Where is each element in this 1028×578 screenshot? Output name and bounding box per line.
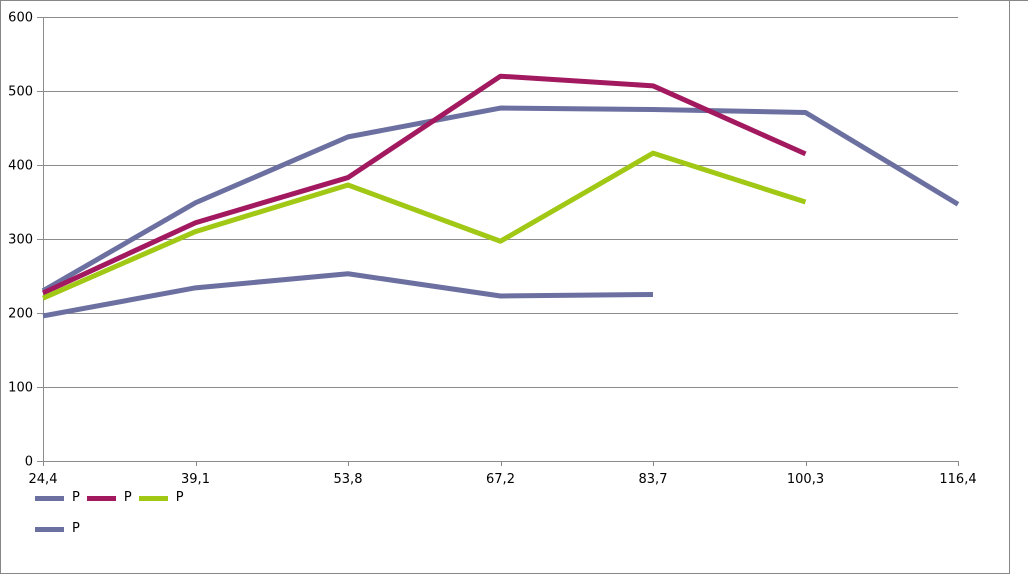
chart-frame [0, 0, 1010, 574]
x-tick-label-4: 83,7 [639, 472, 668, 487]
y-tick-label-400: 400 [8, 159, 33, 174]
legend-item-series-1: P [35, 491, 80, 505]
y-tick-label-100: 100 [8, 381, 33, 396]
y-tick-label-500: 500 [8, 85, 33, 100]
series-line-2 [41, 73, 807, 296]
y-tick-label-200: 200 [8, 307, 33, 322]
legend-item-series-3: P [138, 490, 184, 505]
legend-label-series-3: P [175, 490, 184, 505]
y-tick-label-300: 300 [8, 233, 33, 248]
x-tick-label-0: 24,4 [29, 472, 58, 487]
x-tick-label-6: 116,4 [939, 472, 976, 487]
legend-label-series-4: P [72, 521, 80, 536]
legend-swatch-series-3 [138, 495, 168, 501]
series-line-4 [42, 271, 654, 319]
y-tick-label-0: 0 [25, 455, 33, 470]
x-tick-label-1: 39,1 [181, 472, 210, 487]
x-tick-label-2: 53,8 [334, 472, 363, 487]
legend-item-series-2: P [86, 490, 132, 505]
legend-item-series-4: P [35, 522, 80, 536]
chart-legend: P P P P [35, 491, 435, 553]
x-tick-label-5: 100,3 [787, 472, 824, 487]
series-line-1 [41, 105, 960, 293]
legend-label-series-2: P [123, 490, 132, 505]
legend-swatch-series-4 [35, 526, 64, 532]
legend-swatch-series-2 [86, 495, 116, 501]
x-tick-label-3: 67,2 [486, 472, 515, 487]
legend-swatch-series-1 [35, 495, 64, 501]
legend-label-series-1: P [72, 490, 80, 505]
y-tick-label-600: 600 [8, 11, 33, 26]
legend-row-2: P [35, 522, 435, 536]
series-line-3 [41, 150, 807, 301]
